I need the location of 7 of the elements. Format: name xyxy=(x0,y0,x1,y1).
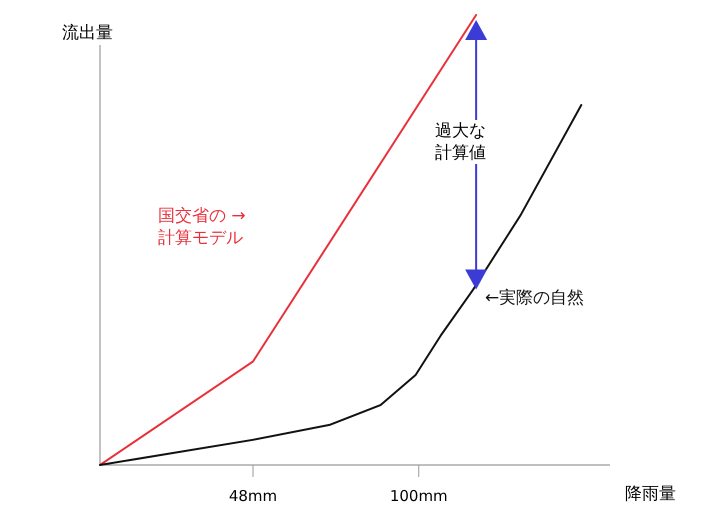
x-tick-label: 100mm xyxy=(388,486,449,507)
y-axis-title: 流出量 xyxy=(62,22,113,44)
text: 国交省の → 計算モデル xyxy=(158,205,247,249)
x-tick-label: 48mm xyxy=(228,486,278,507)
series-label: ←実際の自然 xyxy=(485,287,586,309)
annotation: 過大な計算値 xyxy=(435,120,493,164)
x-axis-title: 降雨量 xyxy=(625,483,676,505)
